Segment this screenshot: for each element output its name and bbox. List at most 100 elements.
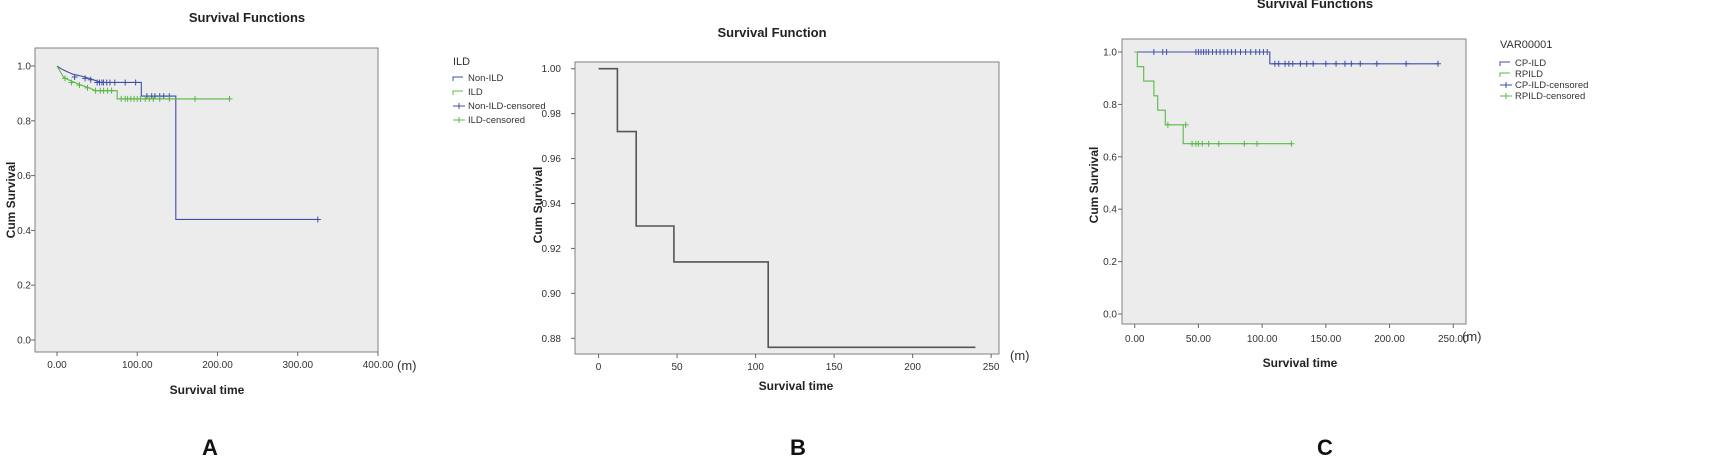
x-tick-label: 200.00 (1374, 334, 1405, 345)
cp-ild-censored-mark (1341, 60, 1348, 67)
panel-b-x-axis-label: Survival time (759, 379, 834, 393)
x-tick-label: 50.00 (1186, 334, 1211, 345)
cp-ild-censored-mark (1403, 60, 1410, 67)
y-tick-label: 0.98 (542, 109, 562, 120)
panel-a: Survival Functions 0.00 100.00 200.00 300.0… (4, 10, 546, 397)
x-tick-label: 100.00 (1247, 334, 1278, 345)
panel-c: Survival Functions 0.00 50.00 100.00 150.00… (1087, 0, 1588, 370)
legend-entry-label: Non-ILD-censored (468, 101, 546, 112)
x-tick-label: 0.00 (1125, 334, 1145, 345)
x-tick-label: 250 (983, 362, 1000, 373)
rpild-line (1134, 51, 1292, 145)
ild-censored-mark (166, 95, 173, 102)
rpild-censored-mark (1241, 140, 1248, 147)
legend-entry-label: ILD-censored (468, 115, 525, 126)
y-tick-label: 0.8 (17, 116, 31, 127)
y-tick-label: 0.6 (17, 171, 31, 182)
panel-b-x-unit: (m) (1010, 348, 1030, 363)
ild-censored-mark (192, 95, 199, 102)
rpild-censored-mark (1164, 121, 1171, 128)
cp-ild-censored-mark (1303, 60, 1310, 67)
cp-ild-censored-mark (1275, 60, 1282, 67)
cp-ild-censored-mark (1357, 60, 1364, 67)
legend-line-swatch (1499, 61, 1510, 66)
legend-line-swatch (1499, 72, 1510, 77)
ild-censored-mark (62, 75, 69, 82)
panel-a-title: Survival Functions (189, 10, 305, 25)
x-tick-label: 0.00 (47, 360, 67, 371)
panel-a-legend: Non-ILD ILD Non-ILD-censored ILD-censored (452, 73, 546, 126)
non-ild-censored-mark (71, 73, 78, 80)
ild-censored-mark (108, 87, 115, 94)
rpild-censored-mark (1288, 140, 1295, 147)
x-tick-label: 300.00 (282, 360, 313, 371)
x-tick-label: 50 (672, 362, 684, 373)
y-tick-label: 0.90 (542, 289, 562, 300)
y-tick-label: 0.92 (542, 244, 562, 255)
cp-ild-censored-mark (1434, 60, 1441, 67)
cp-ild-censored-mark (1289, 60, 1296, 67)
legend-line-swatch (452, 76, 463, 81)
panel-a-y-axis-label: Cum Survival (4, 162, 18, 239)
rpild-censored-mark (1254, 140, 1261, 147)
panel-letter-c: C (1317, 435, 1333, 460)
y-tick-label: 0.0 (17, 336, 31, 347)
y-tick-label: 0.0 (1103, 310, 1117, 321)
x-tick-label: 250.00 (1438, 334, 1469, 345)
non-ild-censored-mark (122, 79, 129, 86)
cp-ild-censored-mark (1237, 49, 1244, 55)
y-tick-label: 0.2 (17, 281, 31, 292)
y-tick-label: 0.88 (542, 334, 562, 345)
ild-censored-mark (68, 79, 75, 86)
panel-c-x-unit: (m) (1462, 329, 1482, 344)
x-tick-label: 0 (596, 362, 602, 373)
series-0-line (598, 67, 976, 349)
panel-c-x-axis-label: Survival time (1263, 356, 1338, 370)
cp-ild-censored-mark (1373, 60, 1380, 67)
legend-entry-label: CP-ILD-censored (1515, 80, 1588, 91)
cp-ild-censored-mark (1310, 60, 1317, 67)
panel-c-series (1134, 49, 1441, 147)
legend-entry-label: RPILD (1515, 69, 1543, 80)
cp-ild-censored-mark (1242, 49, 1249, 55)
panel-letter-a: A (202, 435, 218, 460)
ild-censored-mark (84, 84, 91, 91)
cp-ild-censored-mark (1163, 49, 1170, 55)
legend-line-swatch (452, 90, 463, 95)
panel-b-y-axis-label: Cum Survival (531, 167, 545, 244)
panel-a-legend-title: ILD (453, 56, 470, 68)
non-ild-censored-mark (82, 75, 89, 82)
rpild-censored-mark (1215, 140, 1222, 147)
x-tick-label: 100.00 (122, 360, 153, 371)
y-tick-label: 1.00 (542, 64, 562, 75)
y-tick-label: 0.6 (1103, 152, 1117, 163)
ild-censored-mark (226, 95, 233, 102)
cp-ild-censored-mark (1348, 60, 1355, 67)
panel-c-title: Survival Functions (1257, 0, 1373, 11)
rpild-censored-mark (1205, 140, 1212, 147)
y-tick-label: 0.4 (1103, 205, 1117, 216)
non-ild-censored-mark (111, 79, 118, 86)
legend-entry-label: ILD (468, 87, 483, 98)
x-tick-label: 200 (904, 362, 921, 373)
y-tick-label: 1.0 (1103, 48, 1117, 59)
panel-letter-b: B (790, 435, 806, 460)
y-tick-label: 0.94 (542, 199, 562, 210)
cp-ild-censored-mark (1322, 60, 1329, 67)
panel-b-title: Survival Function (717, 25, 826, 40)
panel-b-series (598, 67, 976, 349)
x-tick-label: 200.00 (202, 360, 233, 371)
cp-ild-censored-mark (1297, 60, 1304, 67)
y-tick-label: 0.96 (542, 154, 562, 165)
rpild-censored-mark (1182, 121, 1189, 128)
cp-ild-censored-mark (1232, 49, 1239, 55)
rpild-censored-mark (1199, 140, 1206, 147)
panel-b-axes: 0 50 100 150 200 250 0.88 0.90 0.92 0.94 0.96 0.98 1… (542, 64, 1000, 373)
non-ild-censored-mark (132, 79, 139, 86)
x-tick-label: 150 (826, 362, 843, 373)
panel-b: Survival Function 0 50 100 150 200 250 0.88 0.9… (531, 25, 1030, 393)
ild-censored-mark (150, 95, 157, 102)
non-ild-censored-mark (87, 76, 94, 83)
